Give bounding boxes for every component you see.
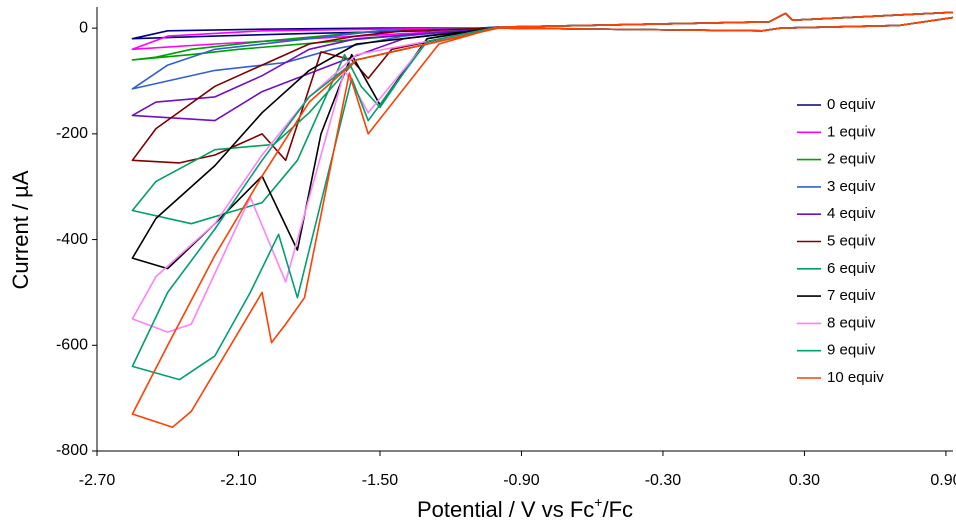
cv-line (131, 11, 953, 61)
y-tick-label: -800 (56, 442, 88, 459)
legend-label: 9 equiv (827, 342, 876, 359)
y-tick-label: -400 (56, 231, 88, 248)
x-axis-title: Potential / V vs Fc+/Fc (417, 494, 633, 522)
x-tick-label: 0.90 (930, 472, 956, 489)
x-axis-title-part: Potential / V vs Fc (417, 497, 594, 522)
x-tick-label: -0.30 (645, 472, 682, 489)
legend-label: 4 equiv (827, 205, 876, 222)
x-tick-label: -2.10 (220, 472, 257, 489)
cv-line (131, 11, 953, 270)
cv-line (131, 11, 953, 333)
x-tick-label: -2.70 (79, 472, 116, 489)
x-tick-label: 0.30 (789, 472, 820, 489)
y-tick-label: 0 (79, 19, 88, 36)
cv-line (131, 11, 953, 90)
y-tick-label: -600 (56, 337, 88, 354)
y-tick-label: -200 (56, 125, 88, 142)
legend-label: 6 equiv (827, 260, 876, 277)
legend-label: 1 equiv (827, 123, 876, 140)
x-axis-title-part: /Fc (602, 497, 633, 522)
y-axis-title: Current / µA (8, 170, 33, 289)
legend-label: 7 equiv (827, 287, 876, 304)
legend-label: 5 equiv (827, 232, 876, 249)
cv-line (131, 11, 953, 429)
legend-label: 0 equiv (827, 96, 876, 113)
x-tick-label: -0.90 (503, 472, 540, 489)
legend-label: 2 equiv (827, 151, 876, 168)
x-axis-title-sup: + (594, 494, 602, 510)
plot-area (131, 11, 953, 429)
legend-label: 8 equiv (827, 314, 876, 331)
legend-label: 10 equiv (827, 369, 884, 386)
x-tick-label: -1.50 (362, 472, 399, 489)
legend-label: 3 equiv (827, 178, 876, 195)
